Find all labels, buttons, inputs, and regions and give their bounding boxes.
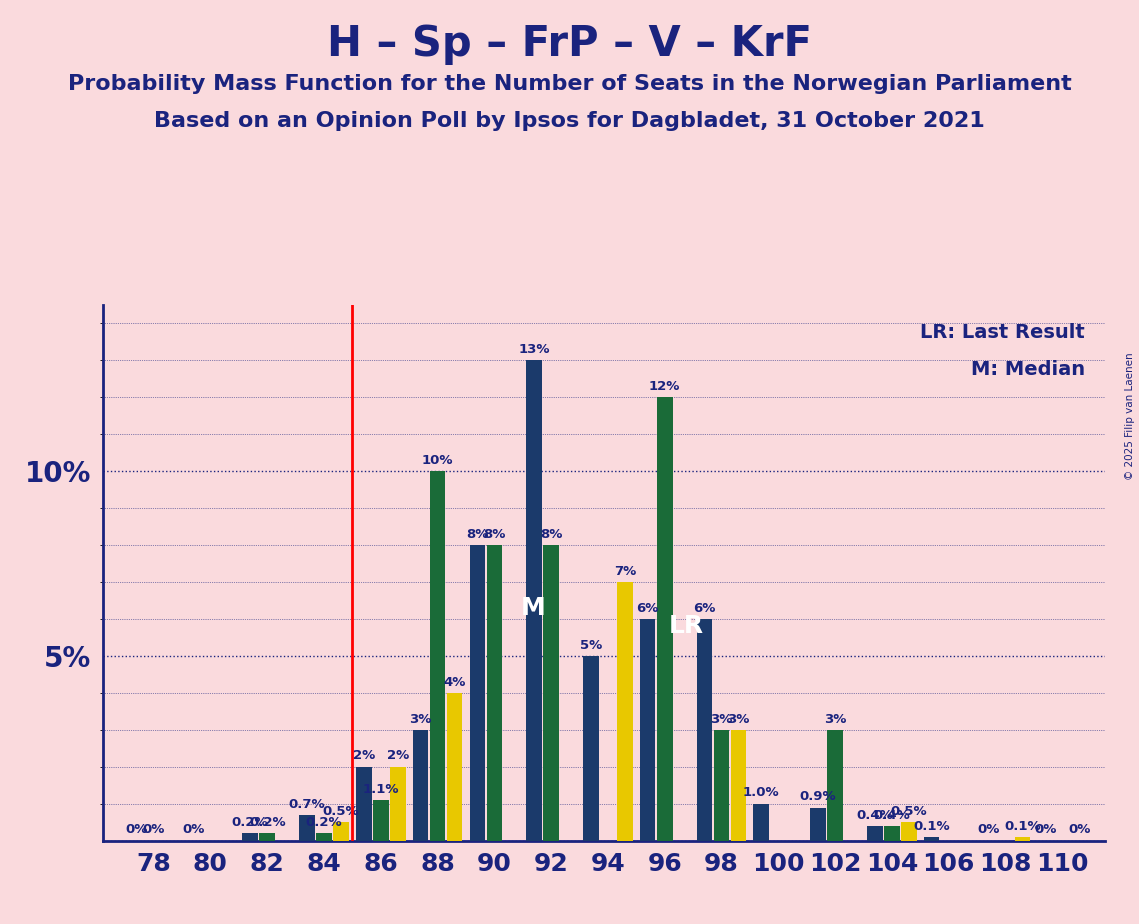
Text: 4%: 4% [443,675,466,688]
Text: 0.7%: 0.7% [288,797,326,810]
Bar [901,822,917,841]
Bar [583,656,599,841]
Text: 2%: 2% [353,749,375,762]
Text: LR: LR [669,614,704,638]
Text: 10%: 10% [421,454,453,467]
Text: © 2025 Filip van Laenen: © 2025 Filip van Laenen [1125,352,1134,480]
Bar [884,826,900,841]
Text: 0%: 0% [1034,823,1056,836]
Bar [355,767,371,841]
Text: 0%: 0% [977,823,1000,836]
Text: 6%: 6% [637,602,658,614]
Text: 3%: 3% [823,712,846,725]
Text: 3%: 3% [409,712,432,725]
Text: H – Sp – FrP – V – KrF: H – Sp – FrP – V – KrF [327,23,812,65]
Bar [260,833,274,841]
Text: 1.0%: 1.0% [743,786,779,799]
Text: 13%: 13% [518,343,550,356]
Text: 3%: 3% [728,712,749,725]
Bar [697,619,712,841]
Text: 8%: 8% [540,528,563,541]
Text: LR: Last Result: LR: Last Result [920,323,1085,343]
Bar [810,808,826,841]
Text: 12%: 12% [649,380,680,393]
Text: 1.1%: 1.1% [362,783,399,796]
Text: 8%: 8% [483,528,506,541]
Bar [390,767,405,841]
Text: M: M [521,596,546,620]
Bar [640,619,655,841]
Bar [543,545,559,841]
Bar [1015,837,1031,841]
Bar [754,804,769,841]
Text: M: Median: M: Median [970,360,1085,380]
Text: 6%: 6% [694,602,715,614]
Bar [243,833,257,841]
Text: 0%: 0% [125,823,148,836]
Bar [924,837,940,841]
Bar [827,730,843,841]
Text: 8%: 8% [466,528,489,541]
Bar [486,545,502,841]
Text: 0.5%: 0.5% [322,805,359,818]
Bar [469,545,485,841]
Bar [617,582,633,841]
Text: 0.4%: 0.4% [874,808,910,821]
Text: 0.2%: 0.2% [249,816,286,829]
Bar [657,397,672,841]
Bar [300,815,314,841]
Bar [412,730,428,841]
Bar [714,730,729,841]
Text: Based on an Opinion Poll by Ipsos for Dagbladet, 31 October 2021: Based on an Opinion Poll by Ipsos for Da… [154,111,985,131]
Text: 0%: 0% [182,823,205,836]
Bar [731,730,746,841]
Bar [429,471,445,841]
Text: 0.1%: 0.1% [913,820,950,833]
Text: 0%: 0% [1068,823,1090,836]
Text: 0.2%: 0.2% [305,816,343,829]
Text: 0.5%: 0.5% [891,805,927,818]
Text: 0.4%: 0.4% [857,808,893,821]
Text: 0.2%: 0.2% [232,816,269,829]
Bar [867,826,883,841]
Text: 2%: 2% [386,749,409,762]
Text: 0.1%: 0.1% [1005,820,1041,833]
Text: 3%: 3% [711,712,732,725]
Text: 7%: 7% [614,565,636,578]
Text: 0.9%: 0.9% [800,790,836,803]
Bar [446,693,462,841]
Bar [526,360,542,841]
Text: 0%: 0% [142,823,165,836]
Bar [317,833,331,841]
Bar [334,822,349,841]
Bar [372,800,388,841]
Text: 5%: 5% [580,638,603,651]
Text: Probability Mass Function for the Number of Seats in the Norwegian Parliament: Probability Mass Function for the Number… [67,74,1072,94]
